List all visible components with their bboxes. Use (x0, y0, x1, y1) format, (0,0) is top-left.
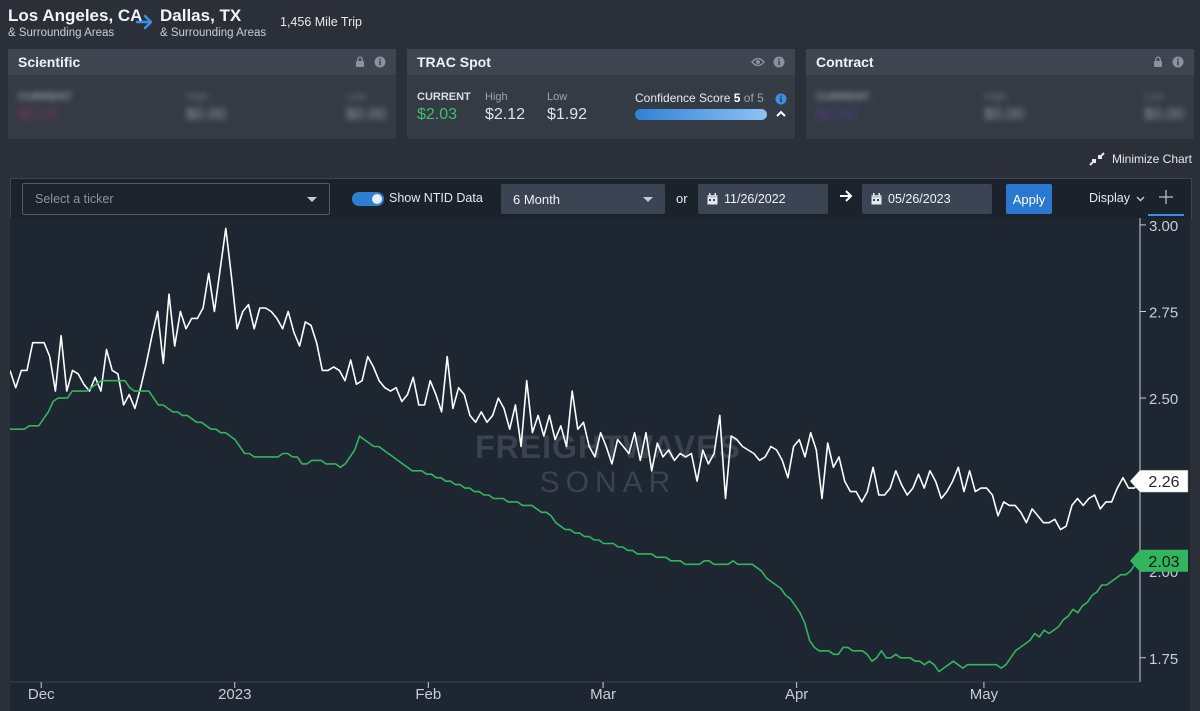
low-metric: Low $0.00 (1144, 91, 1185, 123)
card-title: TRAC Spot (417, 54, 491, 70)
info-icon[interactable] (773, 56, 785, 68)
low-metric: Low $0.00 (346, 91, 387, 123)
last-value-label-1: 2.03 (1130, 549, 1188, 572)
trac-spot-card: TRAC Spot CURRENT $2.03 High $2.12 Low $… (407, 49, 795, 139)
last-value-text: 2.26 (1148, 474, 1179, 491)
arrow-right-icon (840, 190, 853, 202)
low-metric: Low $1.92 (547, 91, 588, 123)
last-value-label-0: 2.26 (1129, 469, 1189, 493)
chevron-up-icon[interactable] (775, 109, 787, 119)
current-metric: CURRENT $0.00 (816, 91, 870, 123)
start-date-input[interactable]: 11/26/2022 (698, 184, 828, 214)
last-value-tag (1130, 549, 1188, 572)
origin-city: Los Angeles, CA (8, 6, 143, 25)
x-tick-label: May (970, 686, 999, 703)
origin-sub: & Surrounding Areas (8, 27, 115, 39)
card-title: Contract (816, 54, 874, 70)
destination-sub: & Surrounding Areas (160, 27, 267, 39)
minimize-label: Minimize Chart (1111, 152, 1192, 166)
y-tick-label: 2.75 (1149, 304, 1178, 321)
lock-icon (356, 56, 364, 67)
watermark-line2: SONAR (540, 466, 677, 499)
current-value: $2.03 (417, 106, 458, 123)
minimize-chart-button[interactable]: Minimize Chart (1088, 151, 1192, 167)
high-metric: High $2.12 (485, 91, 526, 123)
display-menu[interactable]: Display (1089, 191, 1145, 205)
x-tick-label: Apr (785, 686, 808, 703)
destination-city: Dallas, TX (160, 6, 242, 25)
period-select[interactable]: 6 Month (501, 184, 665, 214)
crosshair-tool-button[interactable] (1148, 182, 1184, 216)
high-metric: High $0.00 (984, 91, 1025, 123)
last-value-tag (1129, 469, 1189, 493)
confidence-score: Confidence Score 5 of 5 (635, 91, 787, 120)
minimize-icon (1089, 152, 1105, 166)
chart-svg: FREIGHTWAVES SONAR 3.002.752.502.252.001… (10, 218, 1190, 711)
calendar-icon (871, 193, 882, 205)
calendar-icon (707, 193, 718, 205)
series-line-0 (10, 227, 1141, 531)
ticker-select[interactable]: Select a ticker (22, 183, 330, 215)
series-line-1 (10, 379, 1141, 673)
end-date-value: 05/26/2023 (888, 192, 951, 206)
contract-card: Contract CURRENT $0.00 High $0.00 Low $0… (806, 49, 1194, 139)
caret-down-icon (307, 197, 317, 202)
x-tick-label: Dec (28, 686, 55, 703)
period-value: 6 Month (513, 192, 560, 207)
lock-icon (1154, 56, 1162, 67)
y-tick-label: 2.50 (1149, 391, 1178, 408)
high-metric: High $0.00 (186, 91, 227, 123)
apply-button[interactable]: Apply (1006, 184, 1052, 214)
card-title: Scientific (18, 54, 81, 70)
arrow-right-icon (136, 14, 153, 30)
chevron-down-icon (1136, 196, 1145, 202)
chart-toolbar: Select a ticker Show NTID Data 6 Month o… (10, 178, 1192, 219)
crosshair-icon (1159, 190, 1173, 204)
start-date-value: 11/26/2022 (724, 192, 786, 206)
x-tick-label: Feb (415, 686, 441, 703)
eye-icon[interactable] (751, 56, 765, 68)
confidence-bar (635, 109, 767, 120)
x-tick-label: 2023 (218, 686, 251, 703)
info-icon[interactable] (374, 56, 386, 68)
x-tick-label: Mar (590, 686, 616, 703)
y-tick-label: 3.00 (1149, 218, 1178, 235)
caret-down-icon (643, 197, 653, 202)
display-label: Display (1089, 191, 1130, 205)
or-label: or (676, 191, 688, 206)
end-date-input[interactable]: 05/26/2023 (862, 184, 992, 214)
trip-distance: 1,456 Mile Trip (280, 15, 362, 29)
current-metric: CURRENT $2.03 (417, 91, 471, 123)
scientific-card: Scientific CURRENT $0.00 High $0.00 Low … (8, 49, 396, 139)
last-value-text: 2.03 (1148, 554, 1179, 571)
ticker-placeholder: Select a ticker (35, 192, 114, 206)
current-metric: CURRENT $0.00 (18, 91, 72, 123)
info-icon[interactable] (1172, 56, 1184, 68)
ntid-label: Show NTID Data (389, 191, 483, 205)
info-icon[interactable] (775, 93, 787, 105)
price-chart: FREIGHTWAVES SONAR 3.002.752.502.252.001… (10, 218, 1190, 711)
y-tick-label: 1.75 (1149, 651, 1178, 668)
ntid-toggle[interactable] (352, 192, 384, 206)
